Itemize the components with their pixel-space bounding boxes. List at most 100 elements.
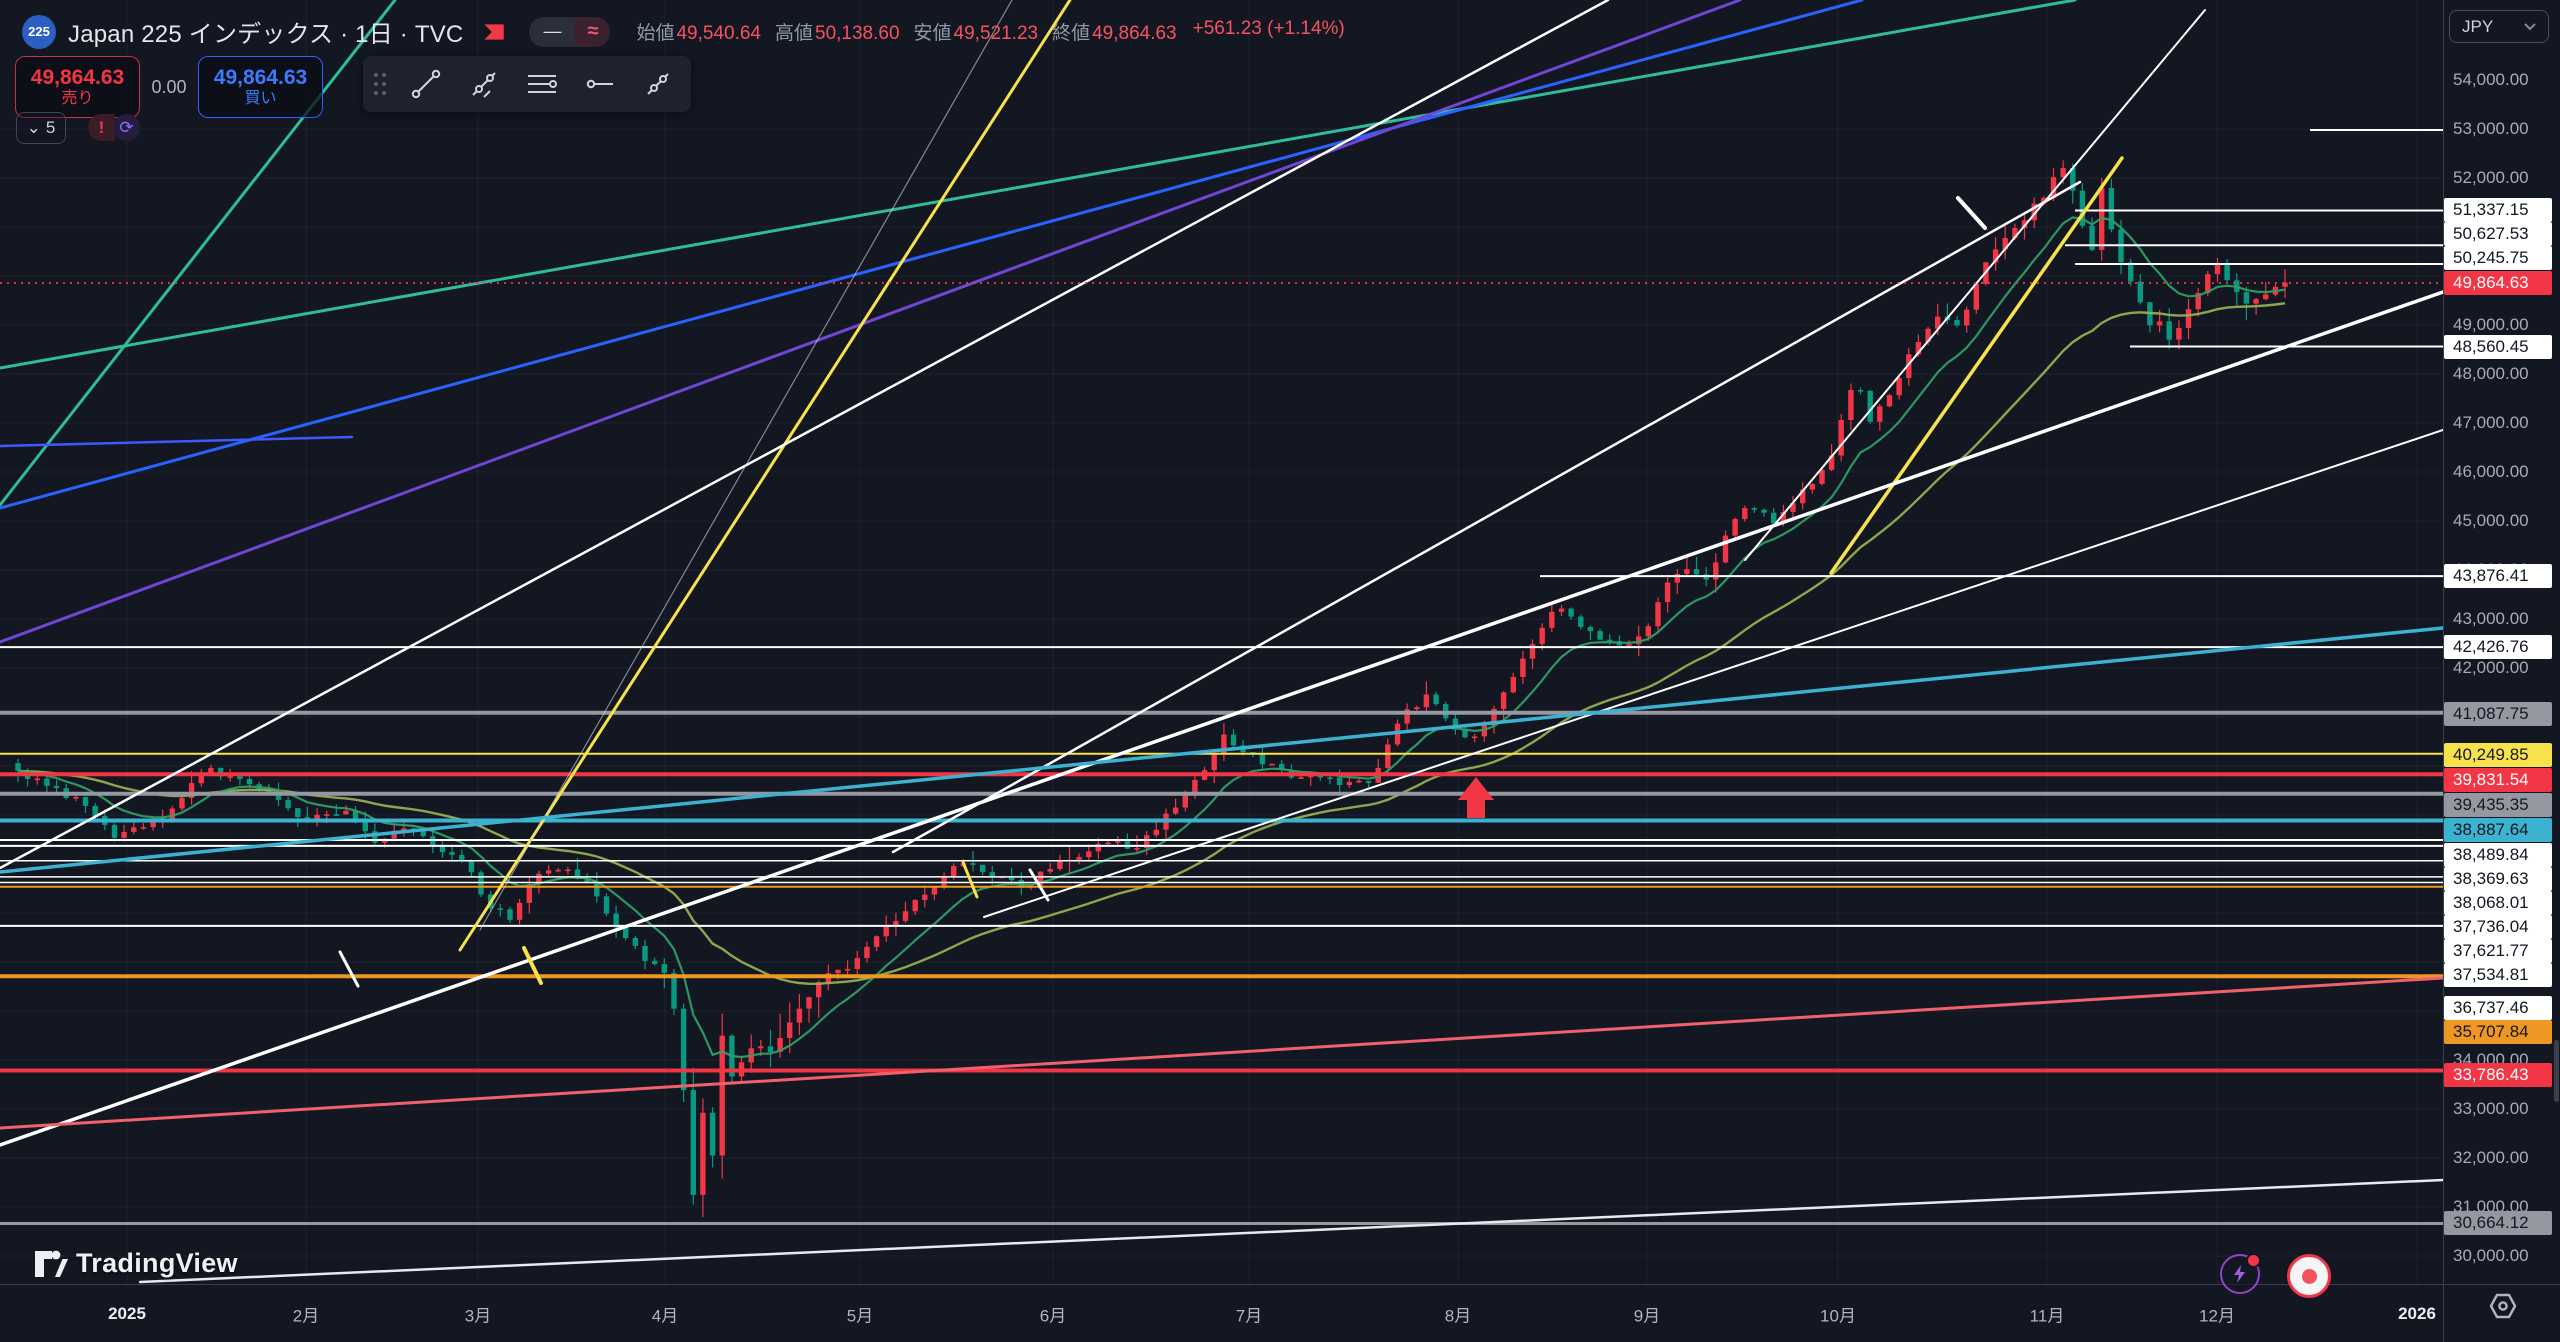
time-tick: 2月 bbox=[292, 1306, 320, 1326]
buy-signal-arrow bbox=[1458, 777, 1494, 818]
price-level-label: 49,864.63 bbox=[2444, 271, 2552, 295]
price-tick: 43,000.00 bbox=[2453, 609, 2529, 628]
warning-icon[interactable]: ! bbox=[88, 114, 115, 141]
flag-icon[interactable] bbox=[481, 19, 507, 45]
price-level-label: 38,068.01 bbox=[2444, 891, 2552, 915]
price-level-label: 33,786.43 bbox=[2444, 1063, 2552, 1087]
change-value: +561.23 (+1.14%) bbox=[1192, 18, 1345, 39]
time-tick: 8月 bbox=[1444, 1306, 1472, 1326]
price-tick: 45,000.00 bbox=[2453, 511, 2529, 530]
time-tick: 4月 bbox=[651, 1306, 679, 1326]
symbol-logo[interactable]: 225 bbox=[22, 14, 56, 49]
ema-long bbox=[17, 302, 2286, 986]
record-dot-icon bbox=[2301, 1268, 2317, 1284]
dash-icon: — bbox=[529, 16, 576, 47]
tradingview-logo-text: TradingView bbox=[76, 1248, 238, 1278]
price-level-label: 42,426.76 bbox=[2444, 635, 2552, 659]
price-level-label: 48,560.45 bbox=[2444, 335, 2552, 359]
trade-panel: 49,864.63 売り 0.00 49,864.63 買い bbox=[15, 56, 323, 118]
ohlc-readout: 始値 49,540.64 高値 50,138.60 安値 49,521.23 終値 49… bbox=[636, 18, 1344, 45]
currency-selector[interactable]: JPY bbox=[2449, 10, 2549, 43]
ray-line-tool[interactable] bbox=[455, 56, 513, 112]
price-level-label: 38,489.84 bbox=[2444, 843, 2552, 867]
time-tick: 2025 bbox=[108, 1304, 146, 1323]
low-label: 安値 bbox=[913, 23, 952, 44]
sell-label: 売り bbox=[61, 89, 94, 107]
trendlines bbox=[0, 0, 2445, 1284]
price-level-label: 37,621.77 bbox=[2444, 939, 2552, 963]
price-level-label: 50,627.53 bbox=[2444, 222, 2552, 246]
tradingview-mark-icon bbox=[35, 1250, 68, 1277]
symbol-title[interactable]: Japan 225 インデックス · 1日 · TVC bbox=[68, 21, 464, 48]
boost-button[interactable] bbox=[2220, 1253, 2261, 1294]
sell-price: 49,864.63 bbox=[30, 65, 125, 89]
time-tick: 7月 bbox=[1235, 1306, 1263, 1326]
notification-dot bbox=[2246, 1253, 2261, 1268]
price-level-label: 40,249.85 bbox=[2444, 743, 2552, 767]
price-axis[interactable]: JPY 54,000.00 53,000.00 52,000.00 49,000.00… bbox=[2443, 0, 2560, 1284]
horizontal-levels bbox=[0, 129, 2443, 1225]
horizontal-ray-tool[interactable] bbox=[571, 56, 629, 112]
close-value: 49,864.63 bbox=[1092, 23, 1177, 44]
price-chart[interactable] bbox=[0, 0, 2445, 1284]
info-line-tool[interactable] bbox=[629, 56, 687, 112]
time-tick: 3月 bbox=[464, 1306, 492, 1326]
price-level-label: 30,664.12 bbox=[2444, 1211, 2552, 1235]
close-label: 終値 bbox=[1052, 23, 1091, 44]
axis-scrollbar[interactable] bbox=[2554, 1040, 2559, 1102]
indicator-capsule[interactable]: — ≈ bbox=[529, 16, 611, 47]
symbol-header: 225 Japan 225 インデックス · 1日 · TVC — ≈ 始値 49… bbox=[22, 14, 1345, 49]
chevron-down-icon: ⌄ bbox=[26, 118, 41, 137]
tradingview-logo[interactable]: TradingView bbox=[34, 1248, 238, 1279]
open-value: 49,540.64 bbox=[676, 23, 761, 44]
time-tick: 5月 bbox=[846, 1306, 874, 1326]
record-button[interactable] bbox=[2287, 1254, 2331, 1298]
price-level-label: 36,737.46 bbox=[2444, 996, 2552, 1020]
price-tick: 52,000.00 bbox=[2453, 168, 2529, 187]
price-tick: 42,000.00 bbox=[2453, 658, 2529, 677]
price-tick: 46,000.00 bbox=[2453, 462, 2529, 481]
time-axis[interactable]: 2025 2月 3月 4月 5月 6月 7月 8月 9月 10月 11月 12月 2026 bbox=[0, 1284, 2443, 1342]
price-level-label: 39,435.35 bbox=[2444, 793, 2552, 817]
price-level-label: 51,337.15 bbox=[2444, 198, 2552, 222]
open-label: 始値 bbox=[636, 23, 675, 44]
price-tick: 54,000.00 bbox=[2453, 70, 2529, 89]
drawing-toolbar bbox=[363, 56, 691, 112]
currency-value: JPY bbox=[2462, 16, 2494, 36]
high-value: 50,138.60 bbox=[815, 23, 900, 44]
chevron-down-icon bbox=[2524, 22, 2536, 30]
spread-value: 0.00 bbox=[151, 76, 187, 97]
trend-line-tool[interactable] bbox=[397, 56, 455, 112]
approx-icon: ≈ bbox=[575, 16, 611, 47]
price-level-label: 38,887.64 bbox=[2444, 818, 2552, 842]
horizontal-lines-tool[interactable] bbox=[513, 56, 571, 112]
price-level-label: 43,876.41 bbox=[2444, 564, 2552, 588]
lightning-icon bbox=[2234, 1265, 2245, 1283]
price-tick: 48,000.00 bbox=[2453, 364, 2529, 383]
toolbar-drag-handle[interactable] bbox=[363, 56, 397, 112]
time-tick: 6月 bbox=[1039, 1306, 1067, 1326]
status-icons: ! ⟳ bbox=[88, 114, 140, 141]
interval-dropdown[interactable]: ⌄ 5 bbox=[16, 112, 66, 144]
time-tick: 9月 bbox=[1633, 1306, 1661, 1326]
price-tick: 30,000.00 bbox=[2453, 1246, 2529, 1265]
price-tick: 53,000.00 bbox=[2453, 119, 2529, 138]
buy-price: 49,864.63 bbox=[213, 65, 308, 89]
price-level-label: 35,707.84 bbox=[2444, 1020, 2552, 1044]
high-label: 高値 bbox=[774, 23, 813, 44]
ema-short bbox=[17, 216, 2286, 1059]
sell-button[interactable]: 49,864.63 売り bbox=[15, 56, 140, 118]
time-tick: 12月 bbox=[2199, 1306, 2235, 1326]
price-level-label: 41,087.75 bbox=[2444, 702, 2552, 726]
low-value: 49,521.23 bbox=[953, 23, 1039, 44]
price-tick: 33,000.00 bbox=[2453, 1099, 2529, 1118]
buy-button[interactable]: 49,864.63 買い bbox=[198, 56, 323, 118]
hexagon-settings-icon[interactable] bbox=[2486, 1289, 2520, 1323]
price-level-label: 38,369.63 bbox=[2444, 867, 2552, 891]
price-tick: 32,000.00 bbox=[2453, 1148, 2529, 1167]
time-tick: 2026 bbox=[2398, 1304, 2436, 1323]
sync-icon[interactable]: ⟳ bbox=[113, 114, 140, 141]
buy-label: 買い bbox=[244, 89, 277, 107]
price-level-label: 50,245.75 bbox=[2444, 246, 2552, 270]
